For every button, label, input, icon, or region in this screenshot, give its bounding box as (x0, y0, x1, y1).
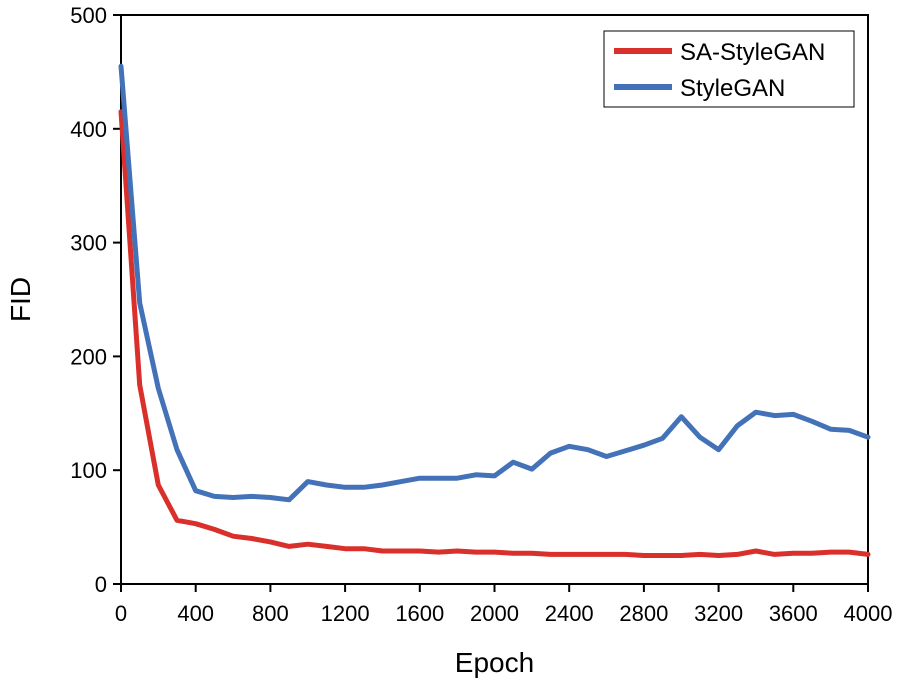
x-tick-label: 3600 (769, 601, 818, 626)
x-tick-label: 0 (115, 601, 127, 626)
y-tick-label: 100 (70, 458, 107, 483)
x-tick-label: 2000 (470, 601, 519, 626)
x-axis-ticks: 0 400 800 1200 1600 2000 2400 2800 3200 3600 4000 (115, 584, 893, 626)
x-tick-label: 2800 (619, 601, 668, 626)
x-tick-label: 400 (177, 601, 214, 626)
y-tick-label: 300 (70, 231, 107, 256)
x-tick-label: 3200 (694, 601, 743, 626)
legend-box (603, 30, 855, 108)
series-line-stylegan (118, 63, 871, 503)
series-line-sa-stylegan (118, 109, 871, 558)
x-tick-label: 800 (252, 601, 289, 626)
y-tick-label: 0 (95, 572, 107, 597)
legend-label: StyleGAN (680, 75, 785, 102)
legend-label: SA-StyleGAN (680, 39, 825, 66)
y-tick-label: 400 (70, 117, 107, 142)
x-tick-label: 4000 (844, 601, 893, 626)
x-axis-title: Epoch (455, 647, 534, 678)
x-tick-label: 2400 (545, 601, 594, 626)
y-axis-ticks: 0 100 200 300 400 500 (70, 3, 121, 597)
y-tick-label: 500 (70, 3, 107, 28)
x-tick-label: 1200 (321, 601, 370, 626)
series-layer (118, 63, 871, 558)
y-axis-title: FID (5, 277, 36, 322)
x-tick-label: 1600 (395, 601, 444, 626)
y-tick-label: 200 (70, 344, 107, 369)
legend: SA-StyleGAN StyleGAN (603, 30, 855, 108)
